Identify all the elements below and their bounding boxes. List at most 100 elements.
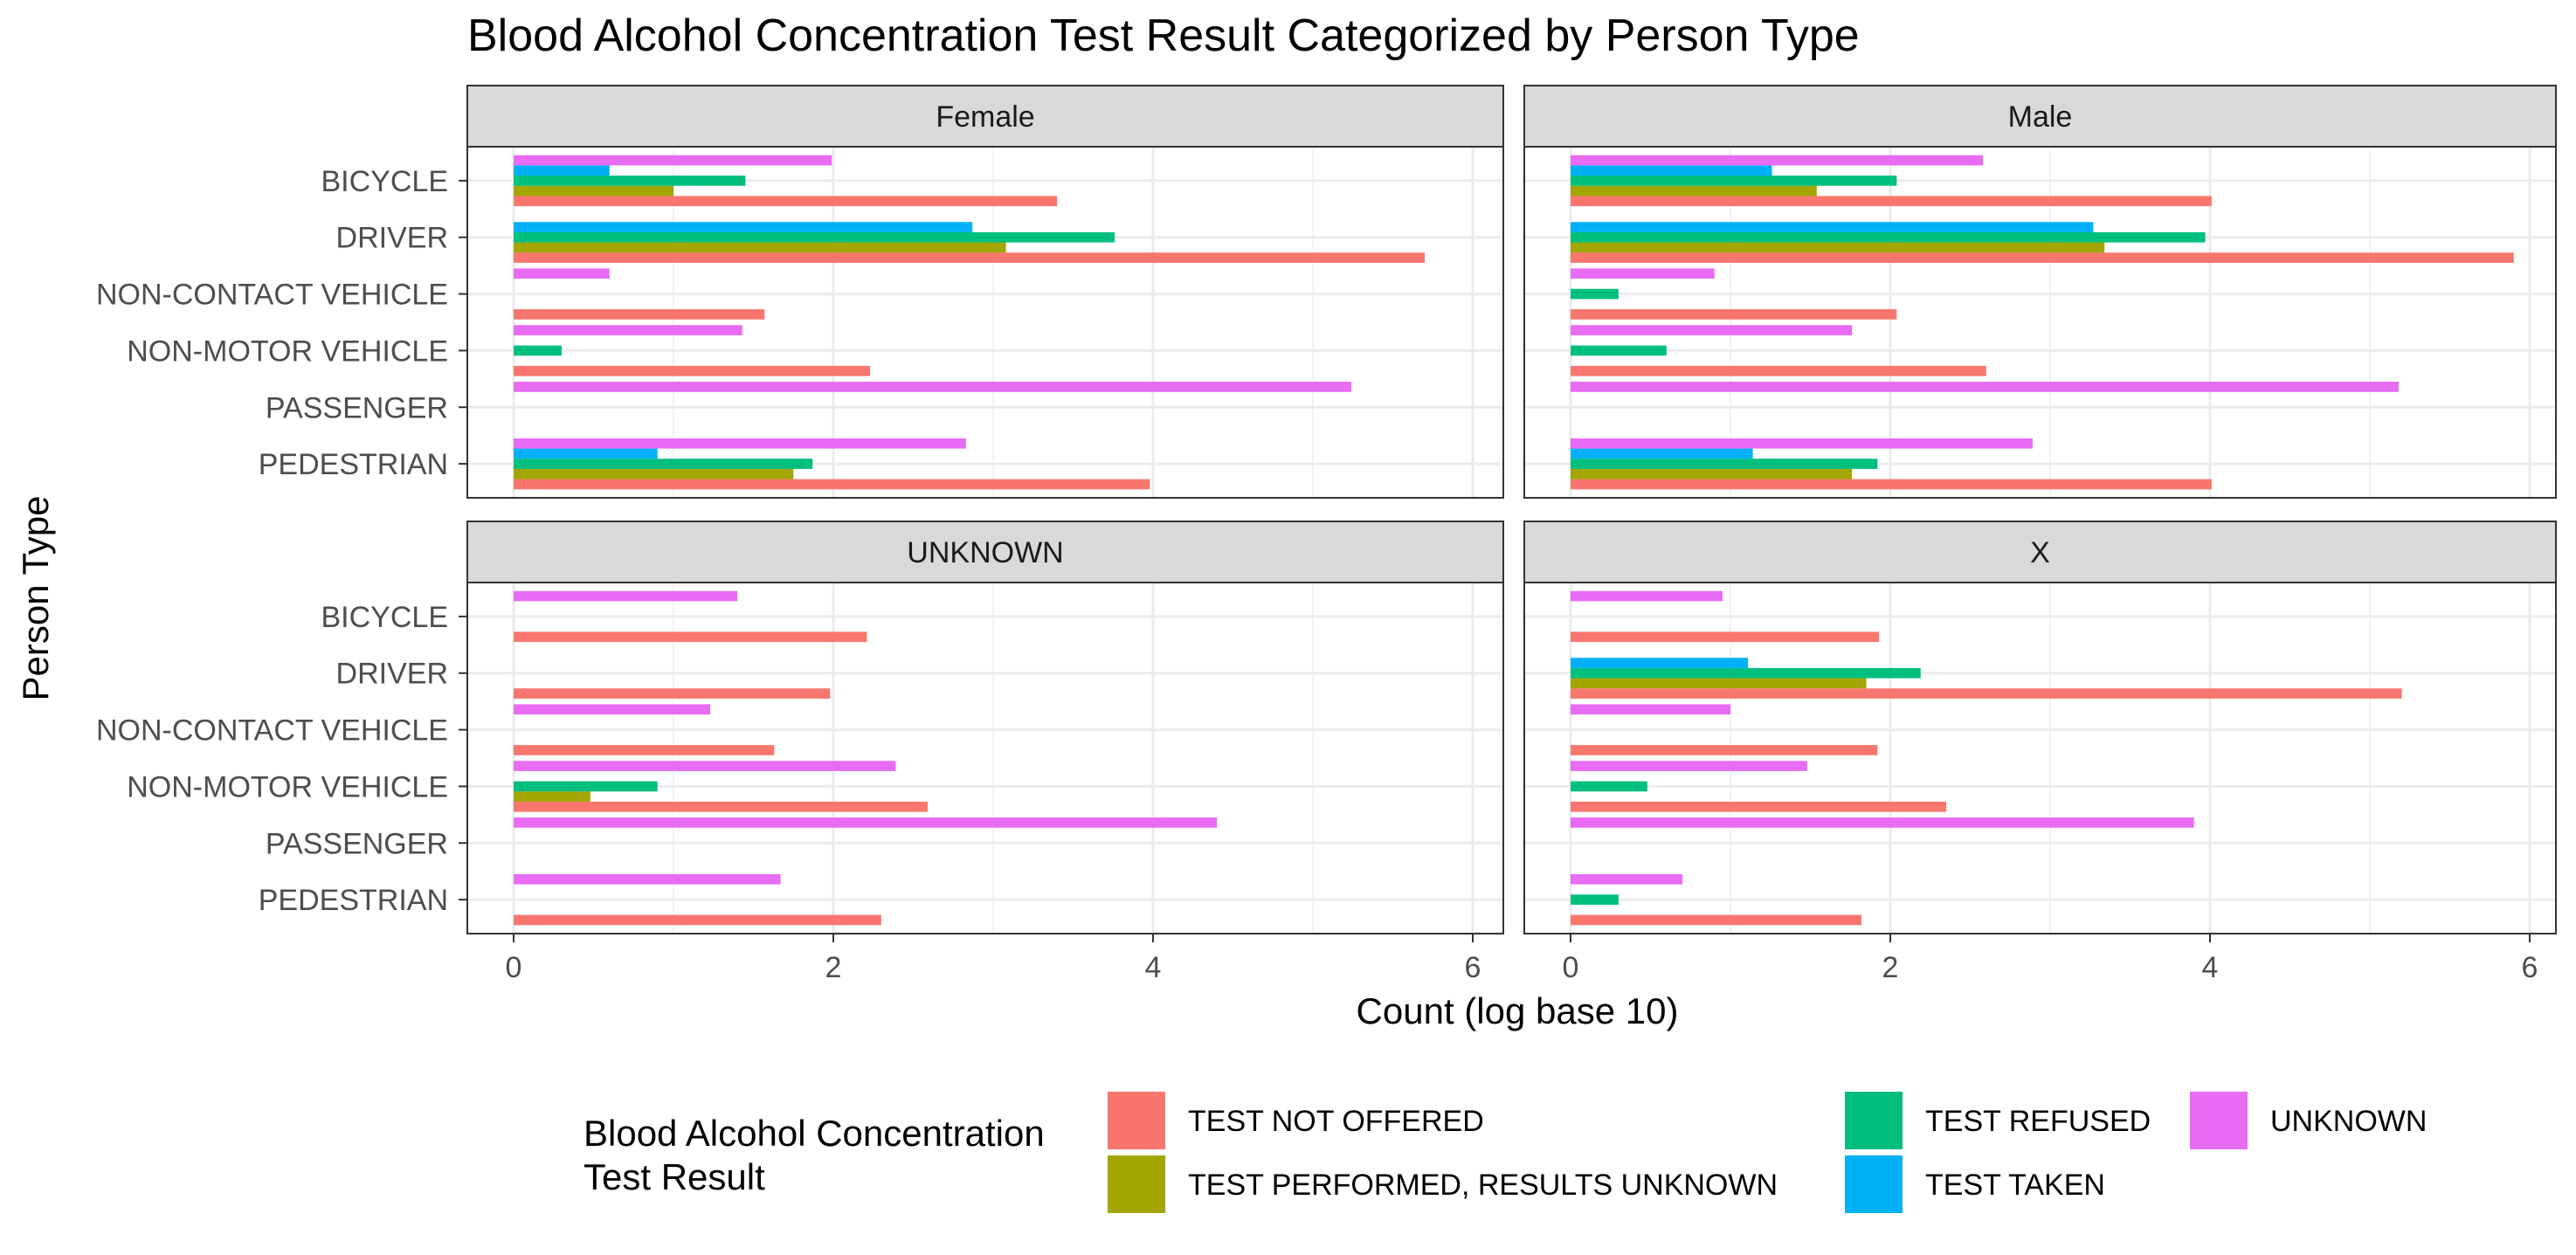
bar-non-contact-vehicle-test-not-offered — [514, 309, 765, 320]
legend-item-test-refused: TEST REFUSED — [1845, 1092, 2151, 1149]
legend-title-line-1: Blood Alcohol Concentration — [584, 1113, 1045, 1154]
legend-swatch — [1845, 1155, 1903, 1213]
bar-non-motor-vehicle-test-refused — [514, 781, 658, 792]
y-tick-label: NON-CONTACT VEHICLE — [96, 714, 448, 748]
y-tick-label: DRIVER — [336, 658, 448, 691]
bar-pedestrian-test-refused — [1571, 894, 1619, 905]
facet-panel-female: Female PEDESTRIAN PASSENGER NON-MOTOR VEHIC… — [96, 85, 1504, 499]
chart-title: Blood Alcohol Concentration Test Result … — [467, 10, 1860, 61]
legend-swatch — [2190, 1092, 2248, 1149]
bar-non-motor-vehicle-unknown — [514, 761, 896, 771]
facet-strip-label: X — [2030, 536, 2050, 569]
bar-bicycle-test-taken — [514, 165, 610, 176]
bar-pedestrian-test-refused — [514, 459, 813, 469]
legend-label: TEST REFUSED — [1925, 1105, 2151, 1138]
panel-border — [466, 582, 1504, 934]
bar-non-motor-vehicle-test-refused — [1571, 345, 1667, 356]
bar-driver-test-not-offered — [1571, 252, 2514, 263]
x-tick-label: 0 — [1563, 951, 1579, 984]
y-tick-label: BICYCLE — [321, 165, 449, 198]
facet-panel-male: Male — [1523, 85, 2557, 499]
y-tick-label: BICYCLE — [321, 601, 449, 634]
bar-non-contact-vehicle-unknown — [514, 704, 711, 715]
x-tick-label: 4 — [2202, 951, 2219, 984]
facet-strip — [466, 85, 1504, 148]
bar-driver-test-taken — [1571, 222, 2094, 232]
bar-non-contact-vehicle-test-not-offered — [1571, 745, 1878, 755]
bar-driver-test-not-offered — [514, 688, 831, 699]
bar-non-motor-vehicle-unknown — [1571, 325, 1853, 335]
bar-driver-test-refused — [1571, 667, 1921, 679]
bar-pedestrian-test-taken — [1571, 448, 1753, 459]
bar-pedestrian-test-refused — [1571, 459, 1878, 469]
x-tick-label: 6 — [2522, 951, 2538, 984]
bar-bicycle-test-performed-results-unknown — [1571, 185, 1817, 197]
bar-non-motor-vehicle-test-not-offered — [514, 365, 871, 376]
bar-passenger-unknown — [514, 382, 1351, 392]
y-tick-label: PEDESTRIAN — [259, 884, 448, 917]
bar-pedestrian-test-performed-results-unknown — [514, 468, 794, 479]
facet-strip-label: Male — [2008, 100, 2073, 134]
bar-driver-test-refused — [1571, 231, 2206, 243]
bar-non-contact-vehicle-test-refused — [1571, 288, 1619, 300]
bar-driver-test-performed-results-unknown — [514, 242, 1006, 253]
y-axis-title: Person Type — [15, 495, 56, 700]
facet-strip — [466, 521, 1504, 583]
y-tick-label: DRIVER — [336, 222, 448, 255]
facet-panel-x: X 0 2 4 6 — [1523, 521, 2557, 984]
facet-strip-label: UNKNOWN — [907, 536, 1063, 569]
bar-non-motor-vehicle-unknown — [514, 325, 742, 335]
bar-non-motor-vehicle-test-refused — [514, 345, 562, 356]
x-tick-label: 6 — [1465, 951, 1481, 984]
bar-driver-test-refused — [514, 231, 1115, 243]
legend-swatch — [1108, 1092, 1165, 1149]
bar-non-motor-vehicle-test-refused — [1571, 781, 1647, 792]
bar-pedestrian-test-not-offered — [514, 479, 1150, 490]
bar-driver-test-not-offered — [514, 252, 1426, 263]
bar-bicycle-test-refused — [514, 176, 746, 186]
x-tick-label: 0 — [506, 951, 522, 984]
panel-border — [1523, 582, 2557, 934]
bar-bicycle-test-not-offered — [514, 631, 867, 643]
bar-non-contact-vehicle-unknown — [514, 268, 610, 279]
facet-panel-unknown: UNKNOWN PEDESTRIAN PASSENGER NON-MOTOR VEHI… — [96, 521, 1504, 984]
x-tick-label: 2 — [825, 951, 842, 984]
y-tick-label: NON-CONTACT VEHICLE — [96, 279, 448, 312]
bar-driver-test-performed-results-unknown — [1571, 242, 2105, 253]
bar-non-motor-vehicle-unknown — [1571, 761, 1807, 771]
bar-pedestrian-test-not-offered — [514, 914, 881, 926]
bar-non-motor-vehicle-test-not-offered — [1571, 801, 1947, 812]
bar-pedestrian-test-performed-results-unknown — [1571, 468, 1853, 479]
facet-strip — [1523, 521, 2557, 583]
y-tick-label: PEDESTRIAN — [259, 448, 448, 481]
bar-driver-test-taken — [514, 222, 973, 232]
bar-pedestrian-unknown — [1571, 873, 1683, 885]
bar-passenger-unknown — [1571, 817, 2194, 828]
bar-driver-test-not-offered — [1571, 688, 2402, 699]
bar-bicycle-test-not-offered — [1571, 631, 1880, 643]
panel-border — [1523, 146, 2557, 499]
legend-item-unknown: UNKNOWN — [2190, 1092, 2427, 1149]
legend-item-test-performed-results-unknown: TEST PERFORMED, RESULTS UNKNOWN — [1108, 1155, 1778, 1213]
bar-pedestrian-test-taken — [514, 448, 658, 459]
y-tick-label: PASSENGER — [266, 827, 448, 860]
facet-strip-label: Female — [936, 100, 1034, 134]
bar-bicycle-unknown — [1571, 590, 1723, 602]
facet-strip — [1523, 85, 2557, 148]
bar-non-motor-vehicle-test-not-offered — [1571, 365, 1986, 376]
y-tick-label: PASSENGER — [266, 391, 448, 424]
facet-panels: Female PEDESTRIAN PASSENGER NON-MOTOR VEHIC… — [96, 85, 2557, 984]
legend-label: TEST PERFORMED, RESULTS UNKNOWN — [1188, 1169, 1778, 1202]
legend-item-test-not-offered: TEST NOT OFFERED — [1108, 1092, 1484, 1149]
bar-driver-test-performed-results-unknown — [1571, 678, 1867, 689]
bar-non-contact-vehicle-test-not-offered — [514, 745, 775, 755]
bar-driver-test-taken — [1571, 658, 1749, 668]
bar-bicycle-unknown — [514, 155, 832, 166]
y-tick-label: NON-MOTOR VEHICLE — [127, 770, 448, 803]
legend: Blood Alcohol Concentration Test Result … — [584, 1092, 2427, 1213]
legend-label: TEST TAKEN — [1925, 1169, 2105, 1202]
panel-border — [466, 146, 1504, 499]
bar-bicycle-test-taken — [1571, 165, 1772, 176]
legend-swatch — [1108, 1155, 1165, 1213]
bar-pedestrian-unknown — [1571, 438, 2033, 449]
